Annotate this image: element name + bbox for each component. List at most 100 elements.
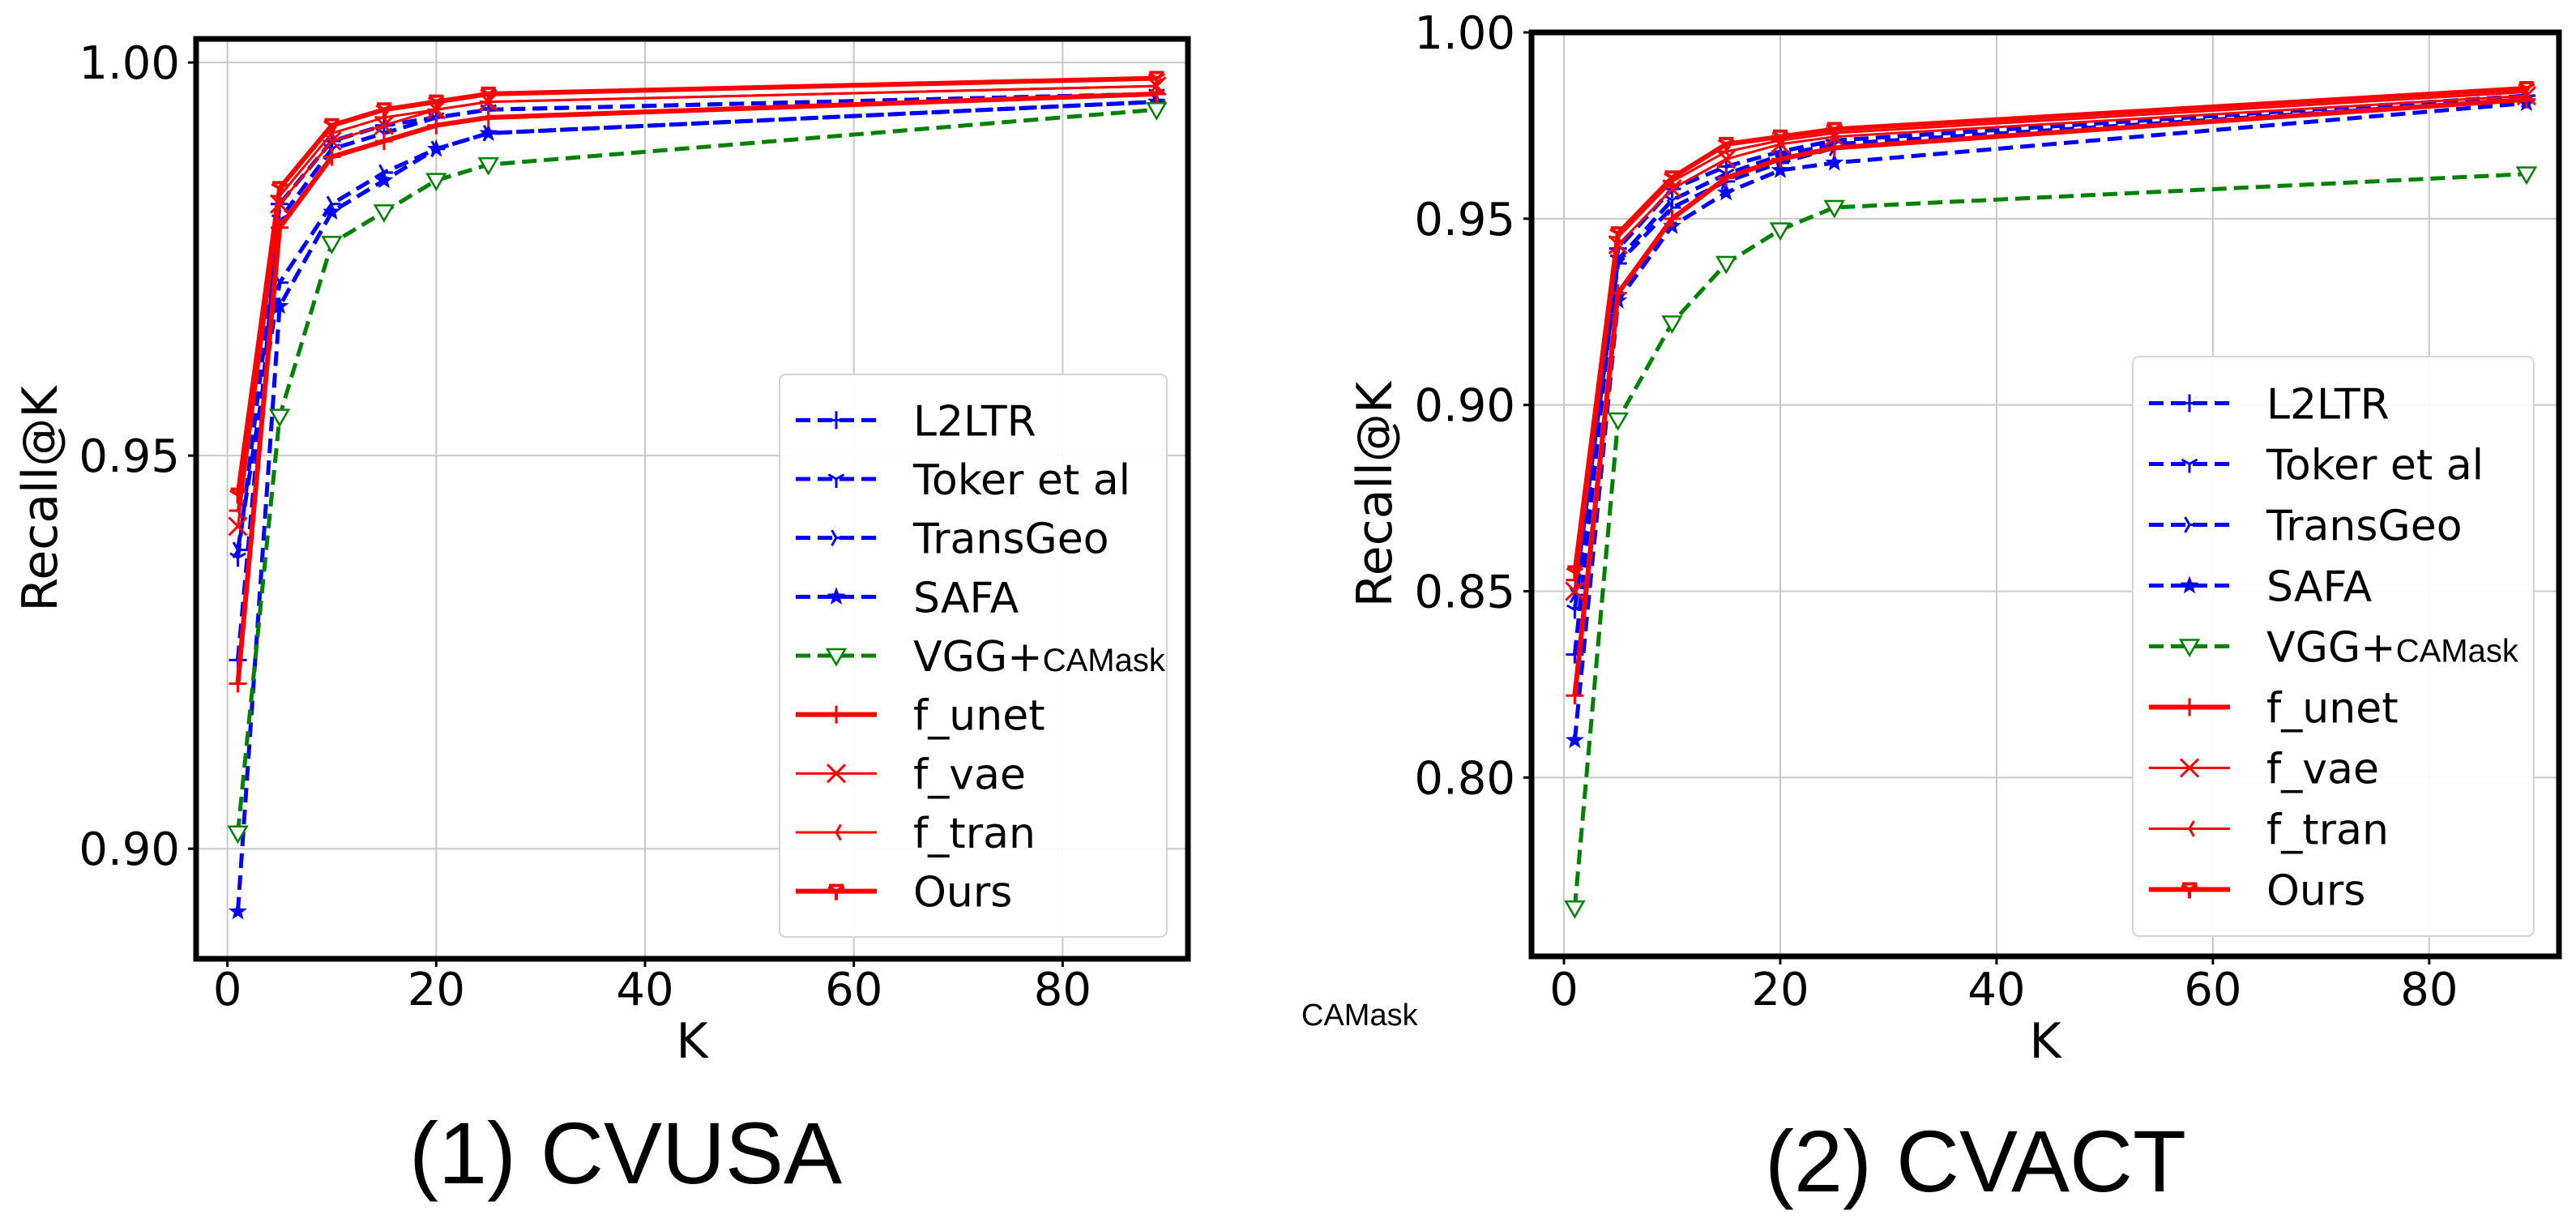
chart-1-series-vgg-camask-point xyxy=(1146,102,1168,121)
chart-1-legend-entry-l2ltr-marker xyxy=(827,411,845,430)
chart-1-series-vgg-camask xyxy=(227,102,1168,845)
chart-1-series-vgg-camask-point xyxy=(268,408,291,428)
chart-2-series-ours-point xyxy=(1826,122,1843,139)
chart-1-legend-entry-f-vae-marker xyxy=(826,763,847,784)
x-tick-label: 20 xyxy=(408,964,465,1016)
chart-1-series-vgg-camask-point xyxy=(373,204,395,223)
chart-1-legend-entry-ours-marker xyxy=(827,883,845,900)
chart-2-series-vgg-camask-point xyxy=(2515,166,2538,186)
chart-2-series-f-unet-point xyxy=(1717,169,1736,187)
y-tick-label: 1.00 xyxy=(79,37,180,90)
chart-1-series xyxy=(227,71,1168,920)
chart-2-legend-box xyxy=(2132,356,2535,937)
chart-2-series-f-unet-point xyxy=(1771,150,1789,169)
chart-2-legend-entry-transgeo-label: TransGeo xyxy=(2266,502,2463,551)
y-tick-label: 0.90 xyxy=(79,823,180,876)
chart-1-legend-entry-l2ltr-label: L2LTR xyxy=(913,397,1036,446)
chart-2-series-vgg-camask-point xyxy=(1564,900,1586,919)
chart-1-series-safa-point xyxy=(323,202,341,220)
chart-2-legend-entry-f-unet-marker xyxy=(2181,698,2198,716)
chart-2-series-f-vae-point xyxy=(1716,149,1737,169)
chart-2-legend-entry-l2ltr-label: L2LTR xyxy=(2266,381,2390,430)
chart-2-series-vgg-camask-point xyxy=(1769,222,1792,242)
chart-1-axes: 0 20 40 60 80 0.90 0.95 1.00 K Recall@K xyxy=(12,37,1091,1070)
chart-1-legend-entry-f-vae: f_vae xyxy=(796,750,1026,799)
chart-2-legend-entry-vgg-camask-label-suffix: CAMask xyxy=(2396,634,2519,669)
chart-2-x-axis-label: K xyxy=(2029,1013,2062,1070)
chart-2-legend-entry-toker-et-al-label: Toker et al xyxy=(2266,442,2484,490)
chart-1-series-ours-point xyxy=(1147,71,1165,88)
chart-2-legend-entry-ours: Ours xyxy=(2149,867,2365,916)
x-tick-label: 0 xyxy=(1549,964,1578,1016)
chart-1-series-safa-point xyxy=(479,123,498,142)
chart-1-legend-entry-f-tran-label: f_tran xyxy=(913,810,1036,858)
chart-1-series-f-tran-point xyxy=(229,502,244,520)
chart-2-legend-entry-toker-et-al-marker xyxy=(2181,458,2198,473)
chart-1-legend-entry-safa: SAFA xyxy=(796,574,1019,622)
chart-2-axes: 0 20 40 60 80 0.80 0.85 0.90 0.95 1.00 K Recall@K xyxy=(1347,7,2458,1070)
chart-2-series-safa-point xyxy=(1771,160,1790,178)
chart-2-series-f-unet-point xyxy=(1825,139,1843,157)
floating-camask-note: CAMask xyxy=(1301,998,1418,1033)
chart-2-series-ours-point xyxy=(1663,170,1681,187)
x-tick-label: 60 xyxy=(2184,964,2241,1016)
chart-1-series-safa-point xyxy=(374,170,394,189)
chart-2-series-vgg-camask-point xyxy=(1607,412,1629,431)
chart-1-legend-entry-toker-et-al-label: Toker et al xyxy=(912,456,1130,505)
chart-1-series-transgeo-point xyxy=(232,541,247,558)
chart-1-series-f-unet-point xyxy=(374,132,393,151)
chart-1-frame xyxy=(193,36,1191,962)
chart-1-legend-entry-l2ltr: L2LTR xyxy=(796,397,1036,446)
y-tick-label: 0.80 xyxy=(1414,752,1515,805)
chart-1-legend-entry-safa-marker xyxy=(827,587,846,605)
chart-2-legend-entry-safa-marker xyxy=(2180,575,2199,594)
chart-2-series-ours-point xyxy=(1609,226,1627,243)
chart-1-series-ours-point xyxy=(229,487,247,504)
chart-2-legend-entry-transgeo: TransGeo xyxy=(2149,502,2463,551)
chart-1-legend-box xyxy=(779,374,1168,938)
chart-1-series-ours-point xyxy=(323,118,341,135)
chart-1-series-f-vae-point xyxy=(228,516,248,537)
chart-2-legend-entry-l2ltr-marker xyxy=(2181,394,2198,413)
chart-1-series-f-unet-point xyxy=(229,674,247,693)
chart-1-series-ours-point xyxy=(480,86,498,103)
chart-1-series-vgg-camask-point xyxy=(321,235,343,254)
chart-1-legend-entry-transgeo: TransGeo xyxy=(796,515,1109,564)
chart-1-legend-entry-f-unet: f_unet xyxy=(796,692,1045,741)
chart-2: 0 20 40 60 80 0.80 0.85 0.90 0.95 1.00 K Recall@K L2… xyxy=(1347,7,2562,1070)
x-tick-label: 0 xyxy=(213,964,242,1016)
chart-1-series-safa-point xyxy=(229,901,247,920)
chart-2-legend-entry-toker-et-al: Toker et al xyxy=(2149,442,2484,490)
chart-2-legend-entry-f-vae: f_vae xyxy=(2149,746,2379,794)
chart-1-legend-entry-vgg-camask-marker xyxy=(825,648,848,667)
chart-1-series-ours-point xyxy=(271,181,288,198)
y-tick-label: 0.95 xyxy=(79,430,180,483)
chart-2-series-f-vae-point xyxy=(1565,581,1585,601)
chart-1-legend-entry-toker-et-al-marker xyxy=(827,473,845,488)
chart-1-series-f-unet-point xyxy=(323,148,341,166)
chart-2-legend-entry-safa: SAFA xyxy=(2149,563,2373,612)
chart-1-series-safa-point xyxy=(270,296,289,314)
chart-2-series-safa-point xyxy=(1825,152,1844,171)
chart-2-y-axis-label: Recall@K xyxy=(1347,380,1403,607)
chart-2-legend-entry-safa-label: SAFA xyxy=(2266,563,2373,612)
chart-1-series-safa-point xyxy=(426,139,446,157)
chart-2-series-f-unet-point xyxy=(1566,686,1584,705)
chart-1-legend-entry-toker-et-al: Toker et al xyxy=(796,456,1130,505)
chart-2-series-vgg-camask-point xyxy=(1715,255,1737,275)
chart-2-series-vgg-camask-point xyxy=(1823,199,1845,219)
chart-1-legend-entry-ours-label: Ours xyxy=(913,869,1012,917)
caption-cvact: (2) CVACT xyxy=(1765,1112,2187,1210)
chart-2-series-transgeo-point xyxy=(1666,199,1681,216)
chart-1-series-vgg-camask-point xyxy=(227,825,249,845)
x-tick-label: 40 xyxy=(616,964,673,1016)
chart-1-legend-entry-f-tran: f_tran xyxy=(796,810,1036,858)
chart-1-series-f-unet xyxy=(229,84,1166,693)
chart-1: 0 20 40 60 80 0.90 0.95 1.00 K Recall@K L2LTR Toker… xyxy=(12,36,1191,1070)
chart-2-series-ours-point xyxy=(1566,565,1583,582)
chart-1-series-vgg-camask-point xyxy=(477,156,499,176)
chart-2-legend-entry-vgg-camask-marker xyxy=(2178,639,2201,657)
chart-1-series-vgg-camask-point xyxy=(425,173,447,192)
chart-2-legend-entry-f-tran-marker xyxy=(2181,820,2195,837)
